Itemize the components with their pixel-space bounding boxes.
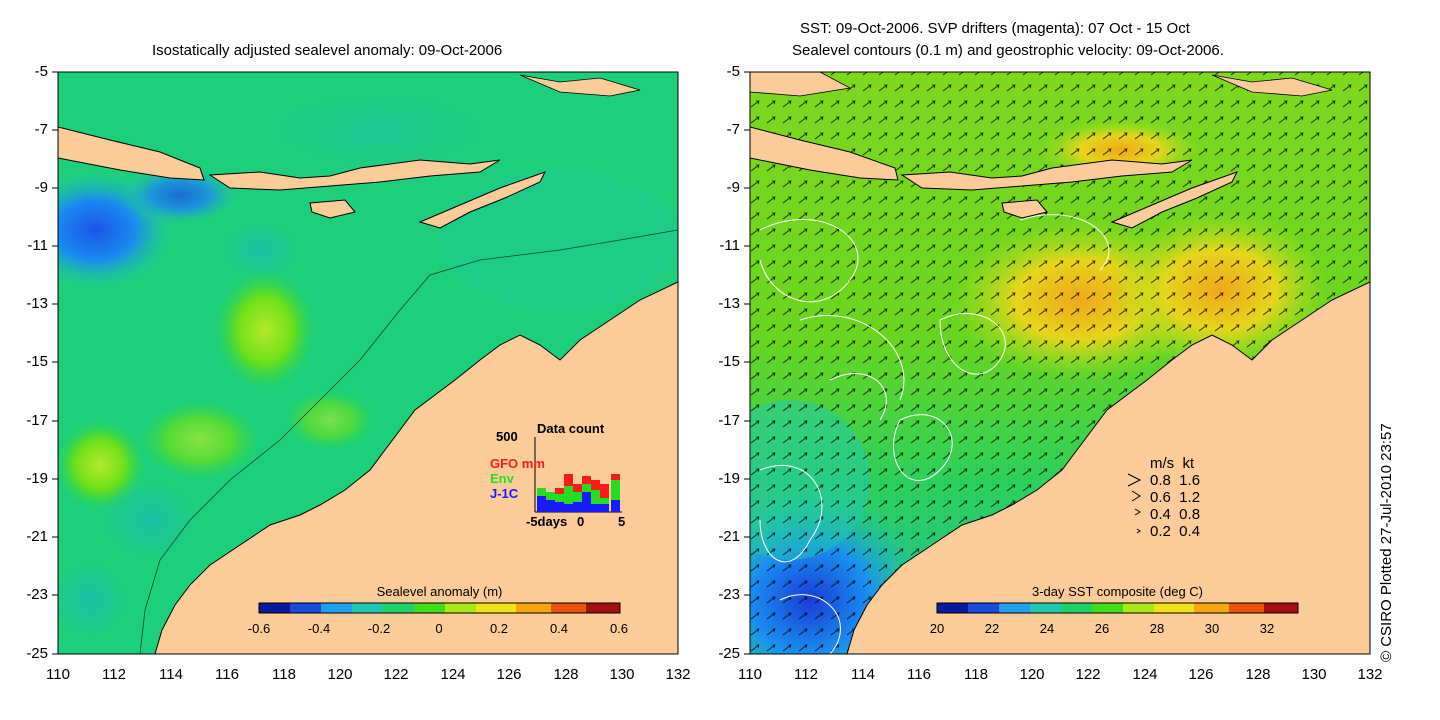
y-tick: -11 <box>719 237 740 254</box>
y-tick: -19 <box>718 470 740 487</box>
velocity-key-header: m/s kt <box>1150 455 1195 472</box>
colorbar-tick: 22 <box>984 621 1000 636</box>
left-colorbar-label: Sealevel anomaly (m) <box>376 584 503 599</box>
right-map-title-line1: SST: 09-Oct-2006. SVP drifters (magenta)… <box>800 20 1190 37</box>
y-tick: -17 <box>26 412 48 429</box>
credit-text: © CSIRO Plotted 27-Jul-2010 23:57 <box>1378 423 1395 662</box>
velocity-key-arrows <box>1127 473 1142 534</box>
velocity-key-row: 0.8 1.6 <box>1150 472 1201 489</box>
x-tick: 126 <box>496 666 522 683</box>
sealevel-anomaly-map <box>52 71 679 655</box>
velocity-key-row: 0.4 0.8 <box>1150 506 1201 523</box>
inset-xtick: 5 <box>618 514 626 529</box>
colorbar-tick: 0.2 <box>489 621 509 636</box>
x-tick: 124 <box>440 666 466 683</box>
colorbar-tick: 26 <box>1094 621 1110 636</box>
x-tick: 112 <box>794 666 818 683</box>
colorbar-tick: -0.4 <box>307 621 331 636</box>
left-colorbar <box>258 602 621 614</box>
left-map-title: Isostatically adjusted sealevel anomaly:… <box>152 42 503 59</box>
right-colorbar-label: 3-day SST composite (deg C) <box>1032 584 1203 599</box>
colorbar-tick: 0.6 <box>609 621 629 636</box>
y-tick: -23 <box>26 586 48 603</box>
colorbar-tick: -0.6 <box>247 621 271 636</box>
y-tick: -17 <box>718 412 740 429</box>
legend-gfo: GFO mm <box>490 456 545 471</box>
y-tick: -15 <box>718 353 740 370</box>
x-tick: 120 <box>1019 666 1045 683</box>
x-tick: 110 <box>738 666 762 683</box>
sst-map <box>744 71 1371 655</box>
x-tick: 116 <box>215 666 239 683</box>
y-tick: -7 <box>34 121 48 138</box>
colorbar-tick: 28 <box>1149 621 1165 636</box>
y-tick: -25 <box>718 645 740 662</box>
x-tick: 130 <box>1301 666 1327 683</box>
x-tick: 112 <box>102 666 126 683</box>
colorbar-tick: 20 <box>929 621 945 636</box>
y-tick: -9 <box>726 179 740 196</box>
colorbar-tick: 30 <box>1204 621 1220 636</box>
x-tick: 132 <box>665 666 691 683</box>
x-tick: 122 <box>1075 666 1101 683</box>
colorbar-tick: 0 <box>435 621 443 636</box>
colorbar-tick: -0.2 <box>367 621 391 636</box>
y-tick: -11 <box>27 237 48 254</box>
x-tick: 128 <box>553 666 579 683</box>
y-tick: -19 <box>26 470 48 487</box>
y-tick: -9 <box>34 179 48 196</box>
inset-xtick: 0 <box>577 514 585 529</box>
velocity-key-row: 0.6 1.2 <box>1150 489 1201 506</box>
y-tick: -21 <box>26 528 48 545</box>
colorbar-tick: 32 <box>1259 621 1275 636</box>
x-tick: 130 <box>609 666 635 683</box>
legend-j1c: J-1C <box>490 486 519 501</box>
y-tick: -13 <box>26 295 48 312</box>
x-tick: 122 <box>383 666 409 683</box>
data-count-ymax: 500 <box>496 429 518 444</box>
x-tick: 114 <box>851 666 875 683</box>
inset-xtick: -5days <box>526 514 568 529</box>
y-tick: -23 <box>718 586 740 603</box>
right-map-title-line2: Sealevel contours (0.1 m) and geostrophi… <box>792 42 1224 59</box>
y-tick: -15 <box>26 353 48 370</box>
y-tick: -13 <box>718 295 740 312</box>
x-tick: 120 <box>327 666 353 683</box>
y-tick: -25 <box>26 645 48 662</box>
y-tick: -5 <box>726 63 740 80</box>
x-tick: 126 <box>1188 666 1214 683</box>
right-colorbar <box>936 602 1299 614</box>
x-tick: 124 <box>1132 666 1158 683</box>
data-count-title: Data count <box>537 421 605 436</box>
x-tick: 114 <box>159 666 183 683</box>
y-tick: -21 <box>718 528 740 545</box>
x-tick: 116 <box>907 666 931 683</box>
data-count-inset <box>534 437 622 513</box>
y-tick: -7 <box>726 121 740 138</box>
x-tick: 132 <box>1357 666 1383 683</box>
legend-env: Env <box>490 471 514 486</box>
y-tick: -5 <box>34 63 48 80</box>
x-tick: 110 <box>46 666 70 683</box>
velocity-key-row: 0.2 0.4 <box>1150 523 1201 540</box>
x-tick: 128 <box>1245 666 1271 683</box>
colorbar-tick: 24 <box>1039 621 1055 636</box>
colorbar-tick: 0.4 <box>549 621 569 636</box>
x-tick: 118 <box>272 666 296 683</box>
x-tick: 118 <box>964 666 988 683</box>
